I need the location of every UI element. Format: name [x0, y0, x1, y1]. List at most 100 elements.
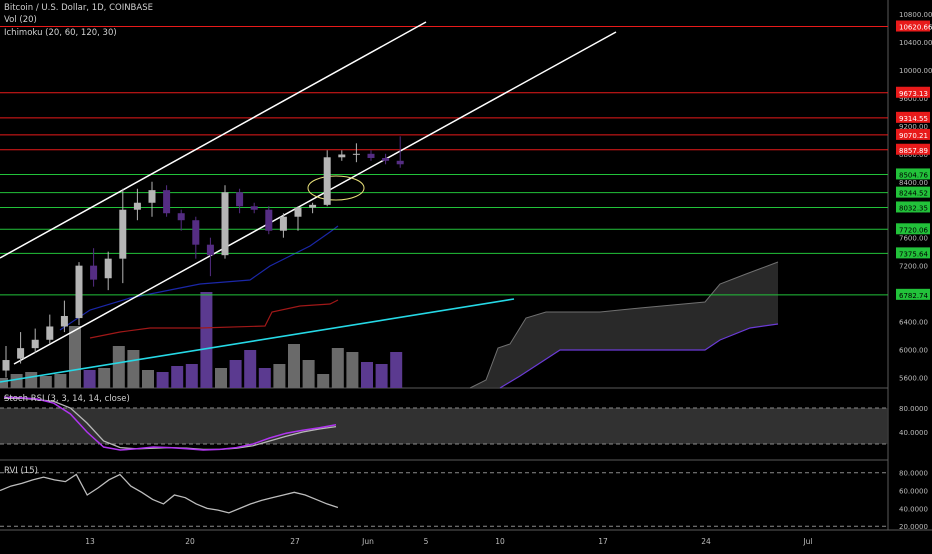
level-label-text: 9070.21: [899, 132, 928, 140]
level-label-text: 8032.35: [899, 204, 928, 212]
candles[interactable]: [2, 136, 404, 378]
level-label-text: 10620.66: [899, 24, 932, 32]
time-axis-tick-label: Jul: [802, 537, 812, 546]
volume-bar: [361, 362, 373, 388]
volume-bar: [112, 346, 125, 388]
volume-bars: [0, 292, 403, 388]
volume-bar: [288, 344, 300, 388]
price-axis-tick-label: 8800.00: [899, 151, 928, 159]
level-label-box: [896, 86, 930, 98]
level-label-box: [896, 168, 930, 180]
stoch-rsi-panel[interactable]: 80.0000 40.0000: [0, 396, 928, 451]
volume-bar: [244, 350, 257, 388]
candle-body: [206, 244, 214, 256]
candle-body: [90, 265, 98, 280]
price-axis-tick-label: 10800.00: [899, 11, 932, 19]
time-axis-tick-label: 20: [185, 537, 195, 546]
level-label-box: [896, 247, 930, 259]
price-axis-tick-label: 9600.00: [899, 95, 928, 103]
time-axis-tick-label: 5: [424, 537, 429, 546]
channel-lower-line: [13, 31, 617, 365]
volume-bar: [156, 372, 169, 388]
candle-body: [2, 360, 10, 371]
candle-body: [352, 153, 360, 155]
rvi-axis-tick-label: 20.0000: [899, 523, 928, 531]
rvi-panel[interactable]: 80.0000 60.0000 40.0000 20.0000: [0, 470, 928, 532]
level-label-box: [896, 186, 930, 198]
volume-bar: [54, 374, 67, 388]
price-axis-tick-label: 6000.00: [899, 347, 928, 355]
stoch-axis-tick-label: 80.0000: [899, 405, 928, 413]
volume-bar: [185, 364, 198, 388]
volume-bar: [215, 368, 227, 388]
time-axis-tick-label: 17: [598, 537, 608, 546]
volume-bar: [273, 364, 286, 388]
price-axis-tick-label: 5600.00: [899, 375, 928, 383]
volume-bar: [98, 368, 111, 388]
candle-body: [367, 153, 375, 158]
candle-body: [46, 326, 54, 340]
candle-body: [31, 339, 39, 349]
candle-body: [17, 348, 25, 359]
level-label-box: [896, 223, 930, 235]
time-axis-tick-label: 10: [495, 537, 505, 546]
level-label-box: [896, 143, 930, 155]
volume-bar: [200, 292, 213, 388]
candle-body: [119, 209, 127, 259]
level-label-box: [896, 20, 930, 32]
level-label-text: 8857.89: [899, 147, 928, 155]
candle-body: [163, 190, 171, 214]
chart-title: Bitcoin / U.S. Dollar, 1D, COINBASE: [4, 3, 153, 13]
volume-bar: [331, 348, 344, 388]
price-axis-tick-label: 10000.00: [899, 67, 932, 75]
indicator-legend-ichimoku: Ichimoku (20, 60, 120, 30): [4, 28, 117, 38]
candle-body: [221, 192, 229, 256]
level-label-box: [896, 288, 930, 300]
volume-bar: [25, 372, 38, 388]
candle-body: [323, 157, 331, 205]
candle-body: [250, 206, 258, 210]
level-label-text: 9673.13: [899, 90, 928, 98]
ichimoku-cloud: [59, 225, 779, 389]
kumo-span-b: [499, 323, 779, 389]
volume-bar: [39, 376, 52, 388]
level-label-text: 8244.52: [899, 190, 928, 198]
rvi-legend: RVI (15): [4, 466, 38, 476]
price-axis-tick-label: 7600.00: [899, 235, 928, 243]
rvi-axis-tick-label: 60.0000: [899, 488, 928, 496]
candle-body: [338, 154, 346, 158]
kumo-cloud: [470, 262, 778, 388]
stoch-rsi-legend: Stoch RSI (3, 3, 14, 14, close): [4, 394, 130, 404]
volume-bar: [83, 370, 96, 388]
volume-bar: [317, 374, 330, 388]
candle-body: [60, 315, 68, 327]
price-axis-tick-label: 8400.00: [899, 179, 928, 187]
level-label-box: [896, 201, 930, 213]
trend-drawings[interactable]: [0, 21, 617, 383]
candle-body: [177, 213, 185, 221]
volume-bar: [229, 360, 242, 388]
volume-bar: [171, 366, 184, 388]
volume-bar: [10, 374, 23, 388]
level-label-text: 6782.74: [899, 292, 928, 300]
level-label-text: 8504.76: [899, 171, 928, 179]
price-axis-tick-label: 9200.00: [899, 123, 928, 131]
cyan-trend-line: [0, 298, 515, 383]
indicator-legend-volume: Vol (20): [4, 15, 37, 25]
rvi-axis-tick-label: 80.0000: [899, 470, 928, 478]
channel-upper-line: [0, 21, 427, 259]
candle-body: [294, 207, 302, 217]
level-label-text: 7720.06: [899, 226, 928, 234]
kijun-line: [89, 299, 339, 339]
volume-bar: [346, 352, 359, 388]
horizontal-levels: [0, 26, 888, 296]
stoch-k-line: [3, 396, 337, 451]
candle-body: [265, 209, 273, 231]
volume-bar: [127, 350, 140, 388]
time-axis-tick-label: 27: [290, 537, 300, 546]
time-axis: 13 20 27 Jun 5 10 17 24 Jul: [85, 537, 812, 546]
volume-bar: [142, 370, 154, 388]
